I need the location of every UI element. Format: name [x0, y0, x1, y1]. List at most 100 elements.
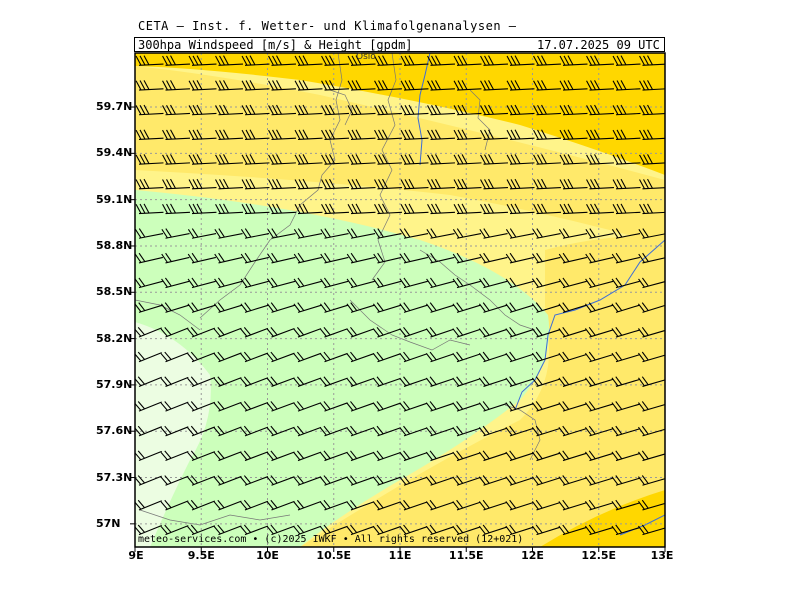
wind-barb	[611, 425, 640, 437]
wind-barb	[135, 252, 163, 264]
wind-barb	[531, 475, 561, 486]
wind-barb	[240, 351, 269, 363]
wind-barb	[293, 401, 322, 412]
wind-barb	[505, 450, 534, 462]
wind-barb	[452, 302, 481, 313]
lat-label: 58.2N	[96, 331, 133, 345]
wind-barb	[427, 80, 455, 91]
wind-barb	[505, 376, 534, 387]
wind-barb	[400, 203, 429, 215]
wind-barb	[214, 252, 243, 264]
wind-barb	[346, 425, 375, 437]
lon-label: 11E	[388, 549, 412, 562]
wind-barb	[584, 475, 614, 486]
wind-barb	[480, 80, 508, 91]
wind-barb	[639, 55, 665, 66]
moderate-wind-zone-south	[300, 235, 665, 547]
wind-barb	[531, 450, 561, 462]
wind-barb	[188, 104, 217, 116]
wind-barb	[321, 154, 349, 165]
wind-barb	[294, 203, 323, 215]
gridlines	[135, 53, 665, 547]
moderate-wind-zone-north	[135, 66, 665, 245]
wind-barb	[666, 130, 693, 140]
wind-barb	[268, 154, 296, 165]
wind-barb	[480, 178, 508, 190]
wind-barb	[505, 326, 534, 338]
wind-barb	[426, 277, 455, 289]
wind-barb	[638, 499, 665, 511]
wind-barb	[240, 475, 269, 486]
wind-barb	[425, 425, 454, 437]
lon-label: 9.5E	[187, 549, 215, 562]
lon-label: 10E	[256, 549, 279, 562]
wind-barb	[611, 277, 640, 289]
wind-barb	[346, 326, 375, 338]
wind-barb	[558, 524, 587, 536]
wind-barb	[215, 203, 243, 215]
wind-barb	[584, 401, 614, 412]
wind-barb	[425, 401, 454, 412]
wind-barb	[399, 277, 428, 289]
wind-barb	[480, 154, 508, 165]
wind-barb	[558, 425, 587, 437]
wind-barb	[611, 376, 640, 387]
wind-barb	[558, 475, 587, 486]
wind-barb	[347, 178, 376, 190]
wind-barb	[347, 154, 376, 165]
wind-barb	[161, 228, 190, 239]
wind-barb	[320, 228, 349, 239]
wind-barb	[240, 327, 269, 338]
wind-barb	[347, 55, 376, 66]
wind-barb	[160, 499, 189, 511]
wind-barb	[453, 104, 482, 116]
wind-barb	[584, 351, 614, 363]
wind-barb	[372, 425, 401, 437]
wind-barb	[586, 154, 614, 165]
lat-label: 57.3N	[96, 470, 133, 484]
wind-barb	[586, 55, 614, 66]
wind-barb	[400, 55, 429, 66]
wind-barb	[187, 524, 216, 536]
wind-barb	[266, 524, 295, 536]
wind-barb	[160, 450, 189, 462]
wind-barb	[268, 178, 296, 190]
wind-barb	[559, 129, 588, 140]
wind-barb	[612, 104, 641, 116]
wind-barb	[135, 228, 164, 239]
wind-barb	[427, 154, 455, 165]
wind-barb	[162, 104, 190, 116]
wind-barb	[240, 228, 270, 239]
wind-barb	[639, 203, 665, 215]
lon-label: 12.5E	[581, 549, 617, 562]
wind-barb	[213, 327, 242, 338]
wind-barb	[452, 228, 482, 239]
wind-barb	[558, 277, 587, 289]
wind-barb	[664, 427, 665, 429]
wind-barb	[478, 376, 507, 387]
wind-barb	[638, 475, 665, 486]
wind-barb	[135, 203, 164, 215]
wind-barb	[664, 377, 665, 379]
wind-barb	[425, 524, 454, 536]
wind-barb	[611, 401, 640, 412]
wind-barb	[664, 525, 665, 527]
wind-barb	[532, 252, 561, 264]
wind-barb	[266, 499, 295, 511]
wind-barb	[506, 104, 535, 116]
wind-barb	[664, 402, 665, 404]
wind-barb	[294, 129, 323, 140]
wind-barb	[532, 228, 561, 239]
wind-barb	[639, 80, 665, 91]
wind-barb	[452, 425, 481, 437]
wind-barb	[374, 55, 402, 66]
wind-barb	[638, 351, 665, 363]
wind-barb	[664, 476, 665, 478]
wind-barb	[666, 154, 693, 164]
wind-barb	[293, 524, 322, 536]
wind-barb	[664, 303, 665, 305]
wind-barb	[213, 499, 242, 511]
wind-barb	[240, 401, 269, 412]
wind-barb	[638, 252, 665, 264]
wind-barb	[188, 178, 217, 190]
